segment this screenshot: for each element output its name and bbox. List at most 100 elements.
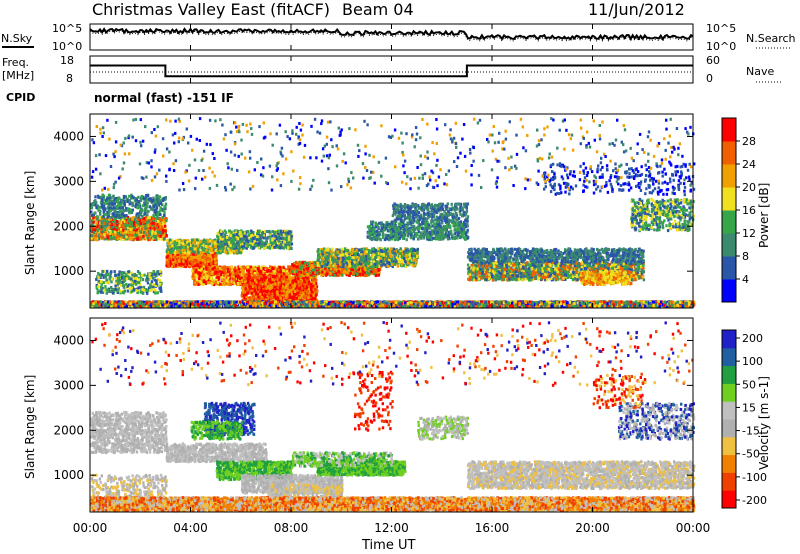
echo-cell	[148, 205, 152, 209]
echo-cell	[141, 291, 145, 295]
echo-cell	[93, 211, 96, 215]
cpid-label: CPID	[6, 91, 35, 104]
echo-cell	[129, 227, 132, 231]
echo-cell	[102, 204, 106, 208]
echo-cell	[110, 225, 114, 229]
echo-cell	[273, 230, 277, 234]
echo-cell	[133, 279, 137, 283]
echo-cell	[106, 199, 109, 203]
echo-cell	[163, 220, 167, 224]
echo-cell	[99, 209, 102, 213]
echo-cell	[151, 217, 155, 221]
echo-cell	[142, 285, 146, 289]
echo-cell	[111, 277, 114, 281]
echo-cell	[247, 233, 250, 237]
plot-title: Christmas Valley East (fitACF)	[92, 0, 330, 19]
echo-cell	[139, 198, 143, 202]
echo-cell	[193, 256, 196, 259]
echo-cell	[208, 257, 211, 261]
echo-cell	[209, 249, 212, 253]
echo-cell	[104, 269, 107, 273]
echo-cell	[134, 276, 137, 280]
echo-cell	[99, 280, 102, 284]
beam-label: Beam 04	[342, 0, 414, 19]
echo-cell	[101, 269, 104, 273]
echo-cell	[133, 229, 136, 233]
echo-cell	[135, 202, 138, 206]
echo-cell	[161, 203, 164, 207]
echo-cell	[153, 227, 156, 231]
echo-cell	[100, 280, 104, 284]
echo-cell	[149, 289, 152, 292]
echo-cell	[274, 234, 277, 238]
echo-cell	[157, 202, 161, 206]
echo-cell	[104, 224, 107, 228]
echo-cell	[180, 258, 184, 262]
echo-cell	[95, 285, 99, 289]
echo-cell	[135, 289, 138, 292]
echo-cell	[111, 202, 115, 206]
echo-cell	[100, 283, 103, 287]
echo-cell	[114, 287, 117, 291]
echo-cell	[102, 198, 106, 202]
echo-cell	[249, 265, 253, 269]
echo-cell	[94, 235, 97, 239]
echo-cell	[116, 234, 119, 237]
echo-cell	[124, 275, 127, 279]
echo-cell	[172, 255, 175, 259]
echo-cell	[97, 271, 100, 275]
echo-cell	[145, 194, 148, 197]
echo-cell	[147, 234, 150, 238]
echo-cell	[117, 273, 121, 277]
echo-cell	[232, 277, 235, 281]
echo-cell	[156, 230, 159, 234]
echo-cell	[102, 215, 105, 218]
echo-cell	[262, 267, 265, 270]
echo-cell	[251, 236, 255, 240]
echo-cell	[200, 253, 203, 256]
echo-cell	[130, 222, 133, 226]
echo-cell	[230, 240, 233, 244]
echo-cell	[96, 229, 100, 233]
echo-cell	[90, 216, 94, 220]
echo-cell	[133, 233, 136, 237]
echo-cell	[147, 223, 151, 227]
nsky-ytick-bottom: 10^0	[52, 40, 82, 53]
echo-cell	[141, 215, 144, 218]
echo-cell	[105, 280, 108, 284]
echo-cell	[93, 203, 96, 207]
echo-cell	[190, 255, 193, 259]
echo-cell	[143, 203, 146, 207]
echo-cell	[103, 218, 106, 222]
echo-cell	[99, 290, 102, 294]
echo-cell	[184, 246, 187, 249]
echo-cell	[173, 251, 177, 255]
echo-cell	[229, 283, 232, 287]
echo-cell	[127, 208, 130, 211]
echo-cell	[281, 237, 285, 241]
echo-cell	[205, 245, 208, 248]
echo-cell	[110, 206, 113, 210]
echo-cell	[155, 238, 158, 242]
echo-cell	[96, 275, 99, 279]
echo-cell	[145, 224, 148, 228]
echo-cell	[111, 230, 115, 233]
echo-cell	[246, 244, 250, 248]
echo-cell	[212, 259, 215, 263]
echo-cell	[183, 259, 187, 263]
echo-cell	[132, 196, 135, 200]
echo-cell	[218, 243, 221, 247]
echo-cell	[107, 219, 111, 223]
echo-cell	[118, 278, 122, 282]
echo-cell	[100, 203, 103, 207]
echo-cell	[207, 268, 211, 272]
echo-cell	[165, 217, 168, 221]
echo-cell	[141, 288, 144, 291]
echo-cell	[290, 242, 294, 246]
echo-cell	[177, 264, 181, 268]
echo-cell	[90, 236, 93, 240]
echo-cell	[117, 226, 120, 230]
echo-cell	[260, 231, 264, 235]
echo-cell	[129, 208, 132, 212]
echo-cell	[181, 245, 184, 249]
